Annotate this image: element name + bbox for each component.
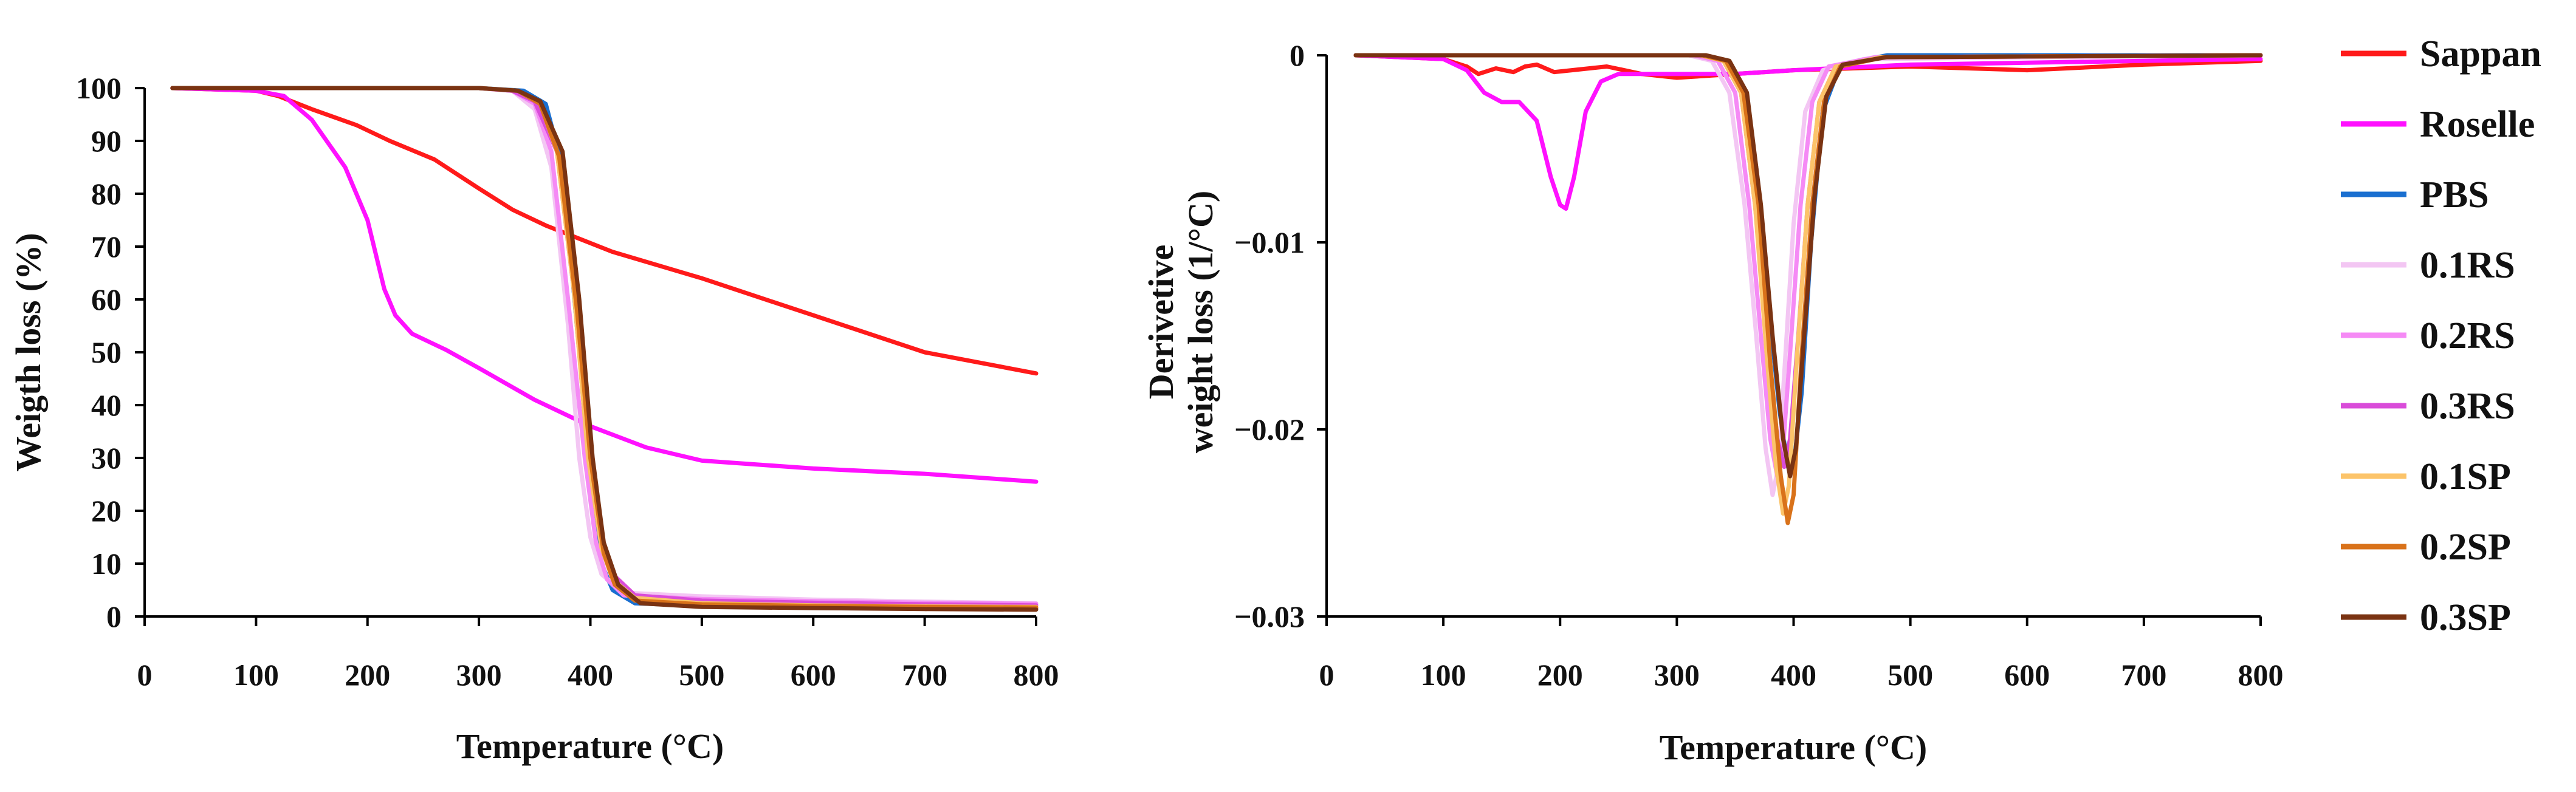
tga-x-tick-label: 500 — [679, 658, 724, 692]
dtg-tick-group: 0 100 200 300 400 500 600 700 800 0 −0.01 −0.02 −0.0… — [1234, 38, 2284, 692]
dtg-y-tick-label: −0.02 — [1234, 412, 1305, 446]
legend-label-sappan: Sappan — [2420, 33, 2541, 75]
legend-label-0-1sp: 0.1SP — [2420, 456, 2511, 497]
dtg-chart: 0 100 200 300 400 500 600 700 800 0 −0.01 −0.02 −0.0… — [1141, 38, 2284, 767]
tga-x-tick-label: 400 — [568, 658, 613, 692]
tga-series-roselle-line — [170, 86, 1039, 484]
tga-x-tick-label: 300 — [456, 658, 502, 692]
legend-label-pbs: PBS — [2420, 174, 2489, 216]
dtg-y-tick-label: −0.03 — [1234, 599, 1305, 633]
dtg-x-tick-label: 100 — [1421, 658, 1466, 692]
tga-y-tick-label: 60 — [91, 282, 122, 316]
dtg-y-tick-label: −0.01 — [1234, 225, 1305, 259]
legend-label-roselle: Roselle — [2420, 104, 2535, 145]
dtg-y-tick-label: 0 — [1290, 38, 1305, 72]
tga-y-axis-label: Weigth loss (%) — [9, 233, 48, 471]
tga-x-tick-label: 700 — [902, 658, 947, 692]
tga-x-tick-label: 600 — [791, 658, 836, 692]
dtg-x-tick-label: 800 — [2238, 658, 2284, 692]
tga-y-tick-label: 80 — [91, 177, 122, 211]
tga-y-tick-label: 50 — [91, 335, 122, 369]
dtg-x-tick-label: 0 — [1319, 658, 1334, 692]
tga-series-group — [170, 86, 1039, 612]
tga-y-tick-label: 20 — [91, 494, 122, 528]
tga-x-tick-label: 800 — [1014, 658, 1059, 692]
tga-tick-group: 0 100 200 300 400 500 600 700 800 0 10 20 30 40 50 60 70… — [76, 71, 1059, 692]
tga-y-tick-label: 100 — [76, 71, 122, 105]
legend-label-0-2sp: 0.2SP — [2420, 527, 2511, 568]
dtg-series-0-3sp-line — [1353, 53, 2263, 479]
legend-label-0-3sp: 0.3SP — [2420, 597, 2511, 638]
tga-series-sappan-line — [170, 86, 1039, 376]
tga-series-0-3sp-line — [170, 86, 1039, 612]
dtg-x-tick-label: 300 — [1654, 658, 1700, 692]
tga-y-tick-label: 70 — [91, 230, 122, 264]
legend-label-0-1rs: 0.1RS — [2420, 245, 2515, 286]
tga-x-tick-label: 200 — [345, 658, 390, 692]
dtg-y-axis-label-line2: weight loss (1/°C) — [1181, 191, 1220, 453]
dtg-series-roselle-line — [1353, 53, 2263, 211]
dtg-x-axis-label: Temperature (°C) — [1660, 728, 1927, 767]
tga-x-axis-label: Temperature (°C) — [456, 726, 724, 766]
tga-x-tick-label: 0 — [137, 658, 153, 692]
tga-y-tick-label: 90 — [91, 124, 122, 158]
tga-y-tick-label: 0 — [106, 599, 122, 633]
dtg-x-tick-label: 400 — [1771, 658, 1816, 692]
tga-chart: 0 100 200 300 400 500 600 700 800 0 10 20 30 40 50 60 70… — [9, 71, 1059, 766]
dtg-series-group — [1353, 53, 2263, 525]
dtg-x-tick-label: 600 — [2004, 658, 2050, 692]
dtg-series-0-1rs-line — [1353, 53, 2263, 497]
tga-y-tick-label: 10 — [91, 547, 122, 581]
tga-x-tick-label: 100 — [233, 658, 279, 692]
legend-label-0-3rs: 0.3RS — [2420, 386, 2515, 427]
tga-y-tick-label: 30 — [91, 441, 122, 475]
tga-y-tick-label: 40 — [91, 388, 122, 422]
dtg-x-tick-label: 200 — [1537, 658, 1583, 692]
legend-label-0-2rs: 0.2RS — [2420, 315, 2515, 357]
dtg-y-axis-label-line1: Derivetive — [1141, 245, 1181, 399]
dtg-x-tick-label: 700 — [2121, 658, 2166, 692]
legend: Sappan Roselle PBS 0.1RS 0.2RS 0.3RS 0.1SP 0.2S… — [2341, 33, 2541, 638]
dtg-x-tick-label: 500 — [1887, 658, 1933, 692]
